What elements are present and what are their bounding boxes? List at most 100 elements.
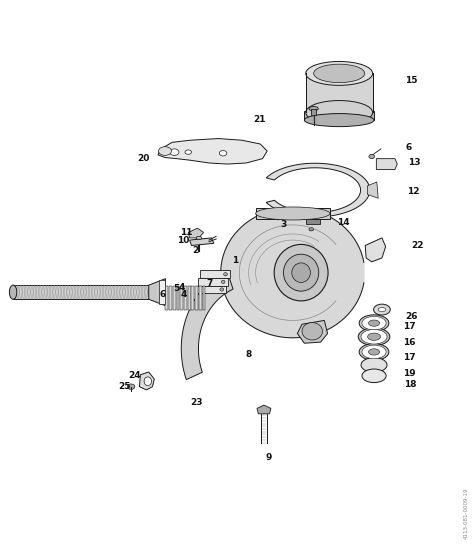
Ellipse shape [255, 207, 330, 220]
Bar [177, 286, 179, 310]
Bar [173, 286, 176, 310]
Bar [159, 280, 165, 304]
Ellipse shape [219, 151, 227, 156]
Text: 2: 2 [192, 247, 198, 255]
Polygon shape [139, 372, 155, 390]
Bar [196, 286, 226, 293]
Polygon shape [190, 238, 214, 245]
Text: 18: 18 [403, 380, 416, 389]
Ellipse shape [9, 285, 17, 299]
Ellipse shape [359, 343, 389, 360]
Polygon shape [297, 320, 328, 343]
Text: 6: 6 [160, 290, 166, 299]
Ellipse shape [224, 273, 228, 276]
Text: 16: 16 [402, 337, 415, 347]
Ellipse shape [361, 330, 387, 344]
Bar [198, 278, 228, 286]
Text: 3: 3 [280, 220, 287, 229]
Ellipse shape [362, 369, 386, 383]
Ellipse shape [158, 147, 172, 155]
Text: 19: 19 [403, 369, 416, 378]
Text: 9: 9 [265, 453, 272, 461]
Ellipse shape [309, 106, 319, 111]
Bar [306, 73, 373, 112]
Polygon shape [149, 279, 165, 306]
Polygon shape [221, 208, 364, 338]
Ellipse shape [196, 236, 202, 239]
Ellipse shape [306, 100, 373, 125]
Text: 1: 1 [232, 256, 238, 265]
Polygon shape [158, 138, 267, 164]
Bar [184, 286, 187, 310]
Ellipse shape [367, 333, 381, 340]
Ellipse shape [359, 315, 389, 331]
Bar [195, 286, 198, 310]
Polygon shape [376, 158, 397, 170]
Polygon shape [266, 163, 370, 217]
Ellipse shape [302, 322, 322, 340]
Polygon shape [367, 182, 378, 198]
Ellipse shape [283, 254, 319, 291]
Ellipse shape [292, 263, 310, 283]
Text: 5: 5 [173, 284, 180, 294]
Text: 20: 20 [137, 154, 149, 163]
Polygon shape [188, 228, 203, 238]
Bar [255, 208, 330, 219]
Text: 17: 17 [403, 353, 416, 362]
Text: 10: 10 [177, 235, 190, 244]
Ellipse shape [362, 316, 386, 330]
Ellipse shape [378, 307, 386, 312]
Ellipse shape [369, 155, 374, 158]
Polygon shape [257, 405, 271, 414]
Bar [304, 111, 374, 120]
Bar [13, 285, 149, 299]
Bar [200, 270, 230, 278]
Text: 17: 17 [403, 322, 416, 331]
Text: 26: 26 [405, 311, 418, 321]
Ellipse shape [362, 345, 386, 358]
Bar [180, 286, 183, 310]
Text: 13: 13 [408, 158, 421, 167]
Text: 15: 15 [405, 76, 418, 85]
Text: 7: 7 [206, 279, 212, 288]
Bar [191, 286, 194, 310]
Bar [188, 286, 191, 310]
Ellipse shape [309, 228, 314, 231]
Ellipse shape [358, 328, 390, 346]
Ellipse shape [361, 358, 387, 372]
Bar [199, 286, 202, 310]
Ellipse shape [304, 114, 374, 127]
Text: 6: 6 [406, 143, 412, 152]
Ellipse shape [220, 288, 224, 291]
Bar [311, 109, 317, 115]
Ellipse shape [274, 244, 328, 301]
Bar [202, 286, 205, 310]
Bar [165, 286, 168, 310]
Text: 24: 24 [128, 371, 141, 380]
Ellipse shape [221, 280, 225, 284]
Ellipse shape [368, 320, 380, 326]
Polygon shape [365, 238, 386, 262]
Ellipse shape [170, 149, 179, 155]
Bar [169, 286, 172, 310]
Polygon shape [181, 270, 233, 379]
Ellipse shape [185, 150, 191, 155]
Text: 22: 22 [411, 241, 423, 250]
Bar [306, 215, 319, 224]
Ellipse shape [314, 64, 365, 83]
Text: 4: 4 [181, 290, 187, 299]
Ellipse shape [306, 61, 373, 85]
Text: 12: 12 [407, 187, 420, 196]
Ellipse shape [368, 349, 380, 355]
Text: 23: 23 [190, 398, 202, 407]
Text: 8: 8 [246, 350, 252, 358]
Text: 4: 4 [178, 283, 184, 293]
Text: 4113-081-0009-19: 4113-081-0009-19 [463, 487, 468, 538]
Text: 11: 11 [180, 228, 192, 237]
Ellipse shape [128, 384, 135, 389]
Text: 25: 25 [118, 382, 131, 391]
Ellipse shape [144, 377, 152, 386]
Text: 21: 21 [253, 115, 265, 124]
Text: 14: 14 [337, 218, 350, 227]
Ellipse shape [374, 304, 390, 315]
